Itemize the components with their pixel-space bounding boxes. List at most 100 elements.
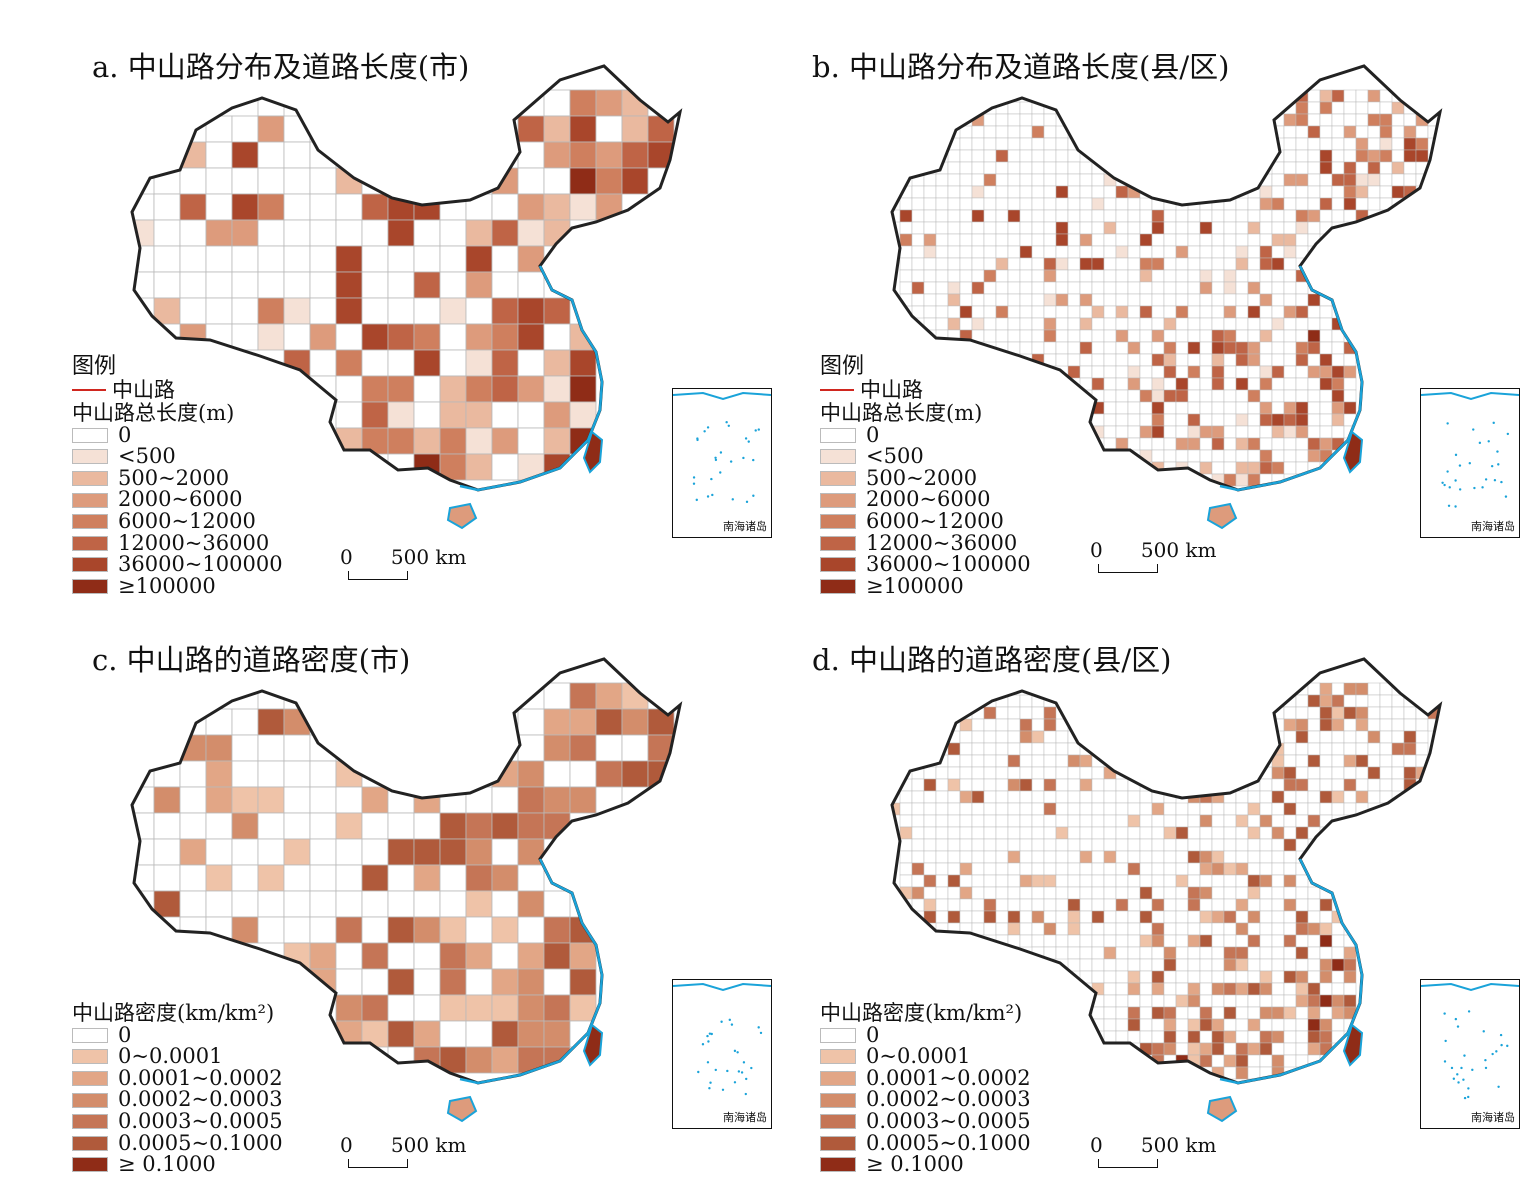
region-cell (1223, 377, 1237, 391)
region-cell (1067, 958, 1081, 972)
scale-bar: 0 500 km (1090, 538, 1217, 573)
region-cell (1223, 401, 1237, 415)
legend-swatch (820, 514, 856, 530)
legend-class-row: 6000~12000 (72, 510, 283, 533)
region-cell (1163, 257, 1177, 271)
region-cell (1151, 862, 1165, 876)
legend-class-label: 2000~6000 (118, 487, 243, 512)
region-cell (1259, 257, 1273, 271)
region-cell (1115, 209, 1129, 223)
region-cell (1079, 850, 1093, 864)
region-cell (1103, 281, 1117, 295)
region-cell (517, 375, 545, 403)
region-cell (971, 149, 985, 163)
region-cell (439, 219, 467, 247)
region-cell (1175, 874, 1189, 888)
region-cell (1199, 341, 1213, 355)
region-cell (1223, 1054, 1237, 1068)
region-cell (543, 375, 571, 403)
region-cell (1055, 922, 1069, 936)
region-cell (1163, 946, 1177, 960)
region-cell (1115, 802, 1129, 816)
region-cell (1211, 934, 1225, 948)
region-cell (1295, 353, 1309, 367)
region-cell (491, 1020, 519, 1048)
region-cell (491, 994, 519, 1022)
region-cell (1103, 970, 1117, 984)
panel-title: d. 中山路的道路密度(县/区) (812, 643, 1172, 677)
region-cell (569, 349, 597, 377)
region-cell (569, 89, 597, 117)
region-cell (1283, 946, 1297, 960)
region-cell (1283, 317, 1297, 331)
region-cell (1187, 257, 1201, 271)
region-cell (1139, 401, 1153, 415)
region-cell (1247, 898, 1261, 912)
region-cell (257, 219, 285, 247)
legend-swatch (72, 1070, 108, 1086)
region-cell (1199, 982, 1213, 996)
region-cell (911, 293, 925, 307)
legend-class-row: ≥ 0.1000 (820, 1154, 1031, 1176)
region-cell (1319, 1030, 1333, 1044)
region-cell (1151, 874, 1165, 888)
region-cell (1043, 766, 1057, 780)
region-cell (1211, 461, 1225, 475)
region-cell (1091, 317, 1105, 331)
island-dot (744, 1092, 748, 1096)
region-cell (1307, 934, 1321, 948)
region-cell (517, 916, 545, 944)
coastline (1219, 858, 1364, 1085)
region-cell (1151, 922, 1165, 936)
region-cell (543, 760, 571, 788)
region-cell (1043, 293, 1057, 307)
taiwan-shape (582, 430, 604, 474)
region-cell (1019, 814, 1033, 828)
region-cell (1127, 209, 1141, 223)
region-cell (1151, 365, 1165, 379)
region-cell (1175, 257, 1189, 271)
region-cell (1367, 718, 1381, 732)
region-cell (995, 257, 1009, 271)
region-cell (1079, 790, 1093, 804)
region-cell (1355, 754, 1369, 768)
region-cell (959, 317, 973, 331)
region-cell (1259, 401, 1273, 415)
region-cell (1175, 377, 1189, 391)
region-cell (1331, 778, 1345, 792)
region-cell (1307, 173, 1321, 187)
legend-swatch (820, 1070, 856, 1086)
legend-class-label: 12000~36000 (866, 530, 1018, 555)
region-cell (1223, 970, 1237, 984)
region-cell (491, 838, 519, 866)
region-cell (1151, 233, 1165, 247)
region-cell (1139, 221, 1153, 235)
region-cell (1319, 694, 1333, 708)
region-cell (911, 874, 925, 888)
region-cell (283, 760, 311, 788)
region-cell (543, 349, 571, 377)
region-cell (1283, 730, 1297, 744)
region-cell (1007, 838, 1021, 852)
region-cell (1271, 233, 1285, 247)
legend-class-label: 500~2000 (866, 465, 978, 490)
region-cell (621, 141, 649, 169)
region-cell (935, 245, 949, 259)
region-cell (1307, 790, 1321, 804)
region-cell (1187, 994, 1201, 1008)
region-cell (1343, 125, 1357, 139)
region-cell (1319, 329, 1333, 343)
region-cell (153, 890, 181, 918)
region-cell (1343, 730, 1357, 744)
region-cell (995, 221, 1009, 235)
region-cell (1115, 898, 1129, 912)
region-cell (1331, 425, 1345, 439)
region-cell (257, 297, 285, 325)
region-cell (1187, 437, 1201, 451)
region-cell (361, 864, 389, 892)
region-cell (1379, 113, 1393, 127)
region-cell (569, 734, 597, 762)
region-cell (1295, 149, 1309, 163)
region-cell (1115, 437, 1129, 451)
region-cell (1187, 982, 1201, 996)
